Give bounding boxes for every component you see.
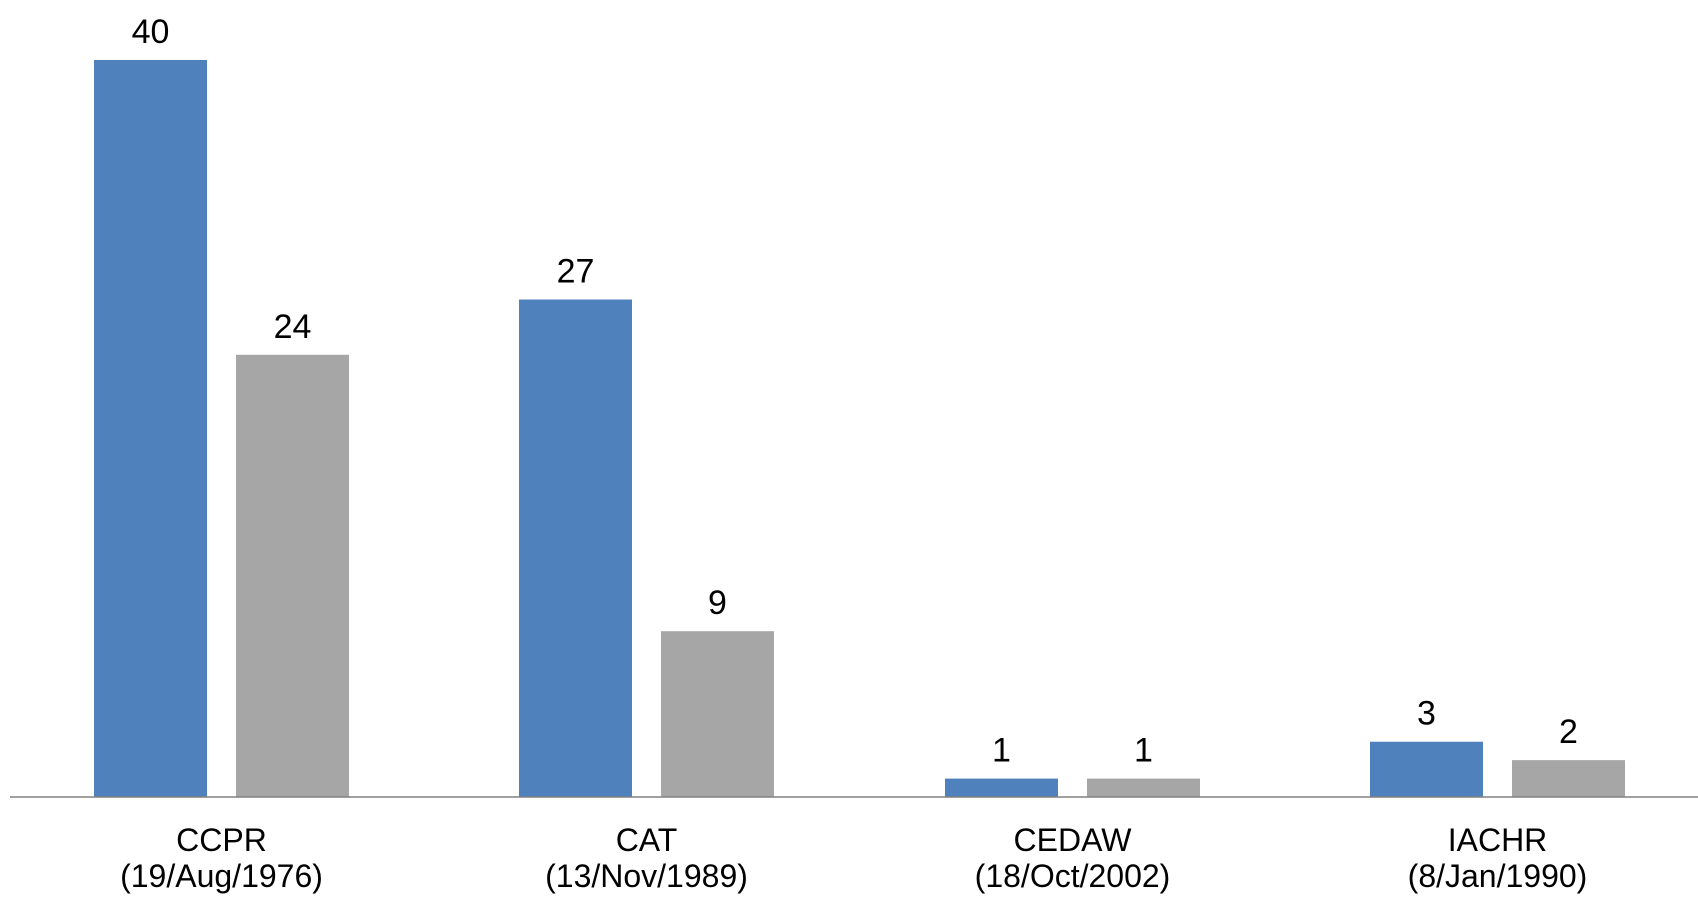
category-label-c2-line0: CEDAW	[1014, 822, 1133, 858]
category-label-c2-line1: (18/Oct/2002)	[975, 858, 1171, 894]
category-label-c3-line1: (8/Jan/1990)	[1408, 858, 1588, 894]
data-labels-group: 40 24 27 9 1 1 3 2	[132, 13, 1578, 770]
data-label-s0-c1: 27	[557, 253, 595, 291]
data-label-s1-c0: 24	[274, 308, 312, 346]
data-label-s0-c2: 1	[992, 732, 1011, 770]
category-label-c0-line0: CCPR	[176, 822, 267, 858]
bar-s0-c2	[945, 778, 1058, 797]
data-label-s0-c0: 40	[132, 13, 170, 51]
category-label-c1-line1: (13/Nov/1989)	[545, 858, 748, 894]
category-label-c0-line1: (19/Aug/1976)	[120, 858, 323, 894]
category-label-c3-line0: IACHR	[1448, 822, 1548, 858]
bar-s1-c2	[1087, 778, 1200, 797]
bar-s0-c0	[94, 60, 207, 797]
bar-s1-c3	[1512, 760, 1625, 797]
data-label-s0-c3: 3	[1417, 695, 1436, 733]
bar-s1-c0	[236, 354, 349, 797]
bar-s0-c3	[1370, 741, 1483, 797]
data-label-s1-c3: 2	[1559, 713, 1578, 751]
data-label-s1-c1: 9	[708, 584, 727, 622]
category-labels-group: CCPR(19/Aug/1976) CAT(13/Nov/1989) CEDAW(1…	[120, 822, 1587, 894]
bar-s1-c1	[661, 631, 774, 797]
bars-group	[94, 60, 1625, 797]
category-label-c1-line0: CAT	[616, 822, 678, 858]
data-label-s1-c2: 1	[1134, 732, 1153, 770]
bar-s0-c1	[519, 299, 632, 797]
